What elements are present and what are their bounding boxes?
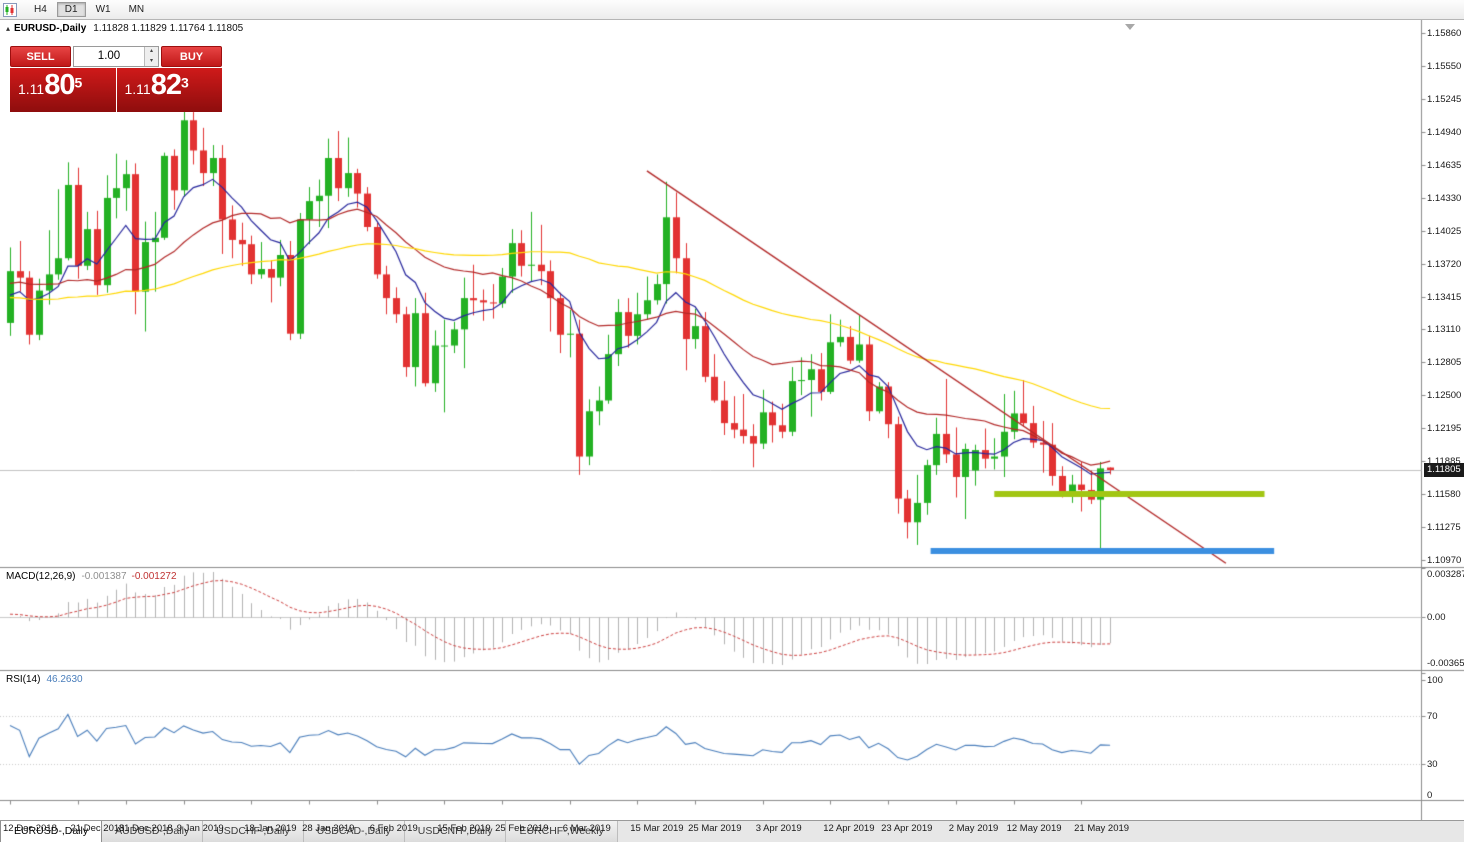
volume-spinner: ▴ ▾	[144, 47, 158, 66]
volume-decrease-arrow[interactable]: ▾	[145, 56, 158, 66]
symbol-tab[interactable]: AUDUSD-,Daily	[102, 821, 204, 842]
symbol-name: EURUSD-,Daily	[14, 23, 87, 34]
macd-title: MACD(12,26,9)	[6, 571, 76, 582]
buy-price[interactable]: 1.11823	[116, 68, 222, 112]
macd-axis-label: 0.003287	[1427, 569, 1464, 580]
ohlc-values: 1.11828 1.11829 1.11764 1.11805	[93, 23, 244, 34]
date-label: 28 Jan 2019	[302, 823, 355, 834]
date-label: 9 Jan 2019	[176, 823, 224, 834]
macd-axis-label: -0.003659	[1427, 658, 1464, 669]
timeframe-buttons: H4 D1 W1 MN	[26, 2, 152, 17]
price-axis-label: 1.13415	[1427, 291, 1462, 303]
rsi-axis-label: 30	[1427, 759, 1438, 770]
top-toolbar: H4 D1 W1 MN	[0, 0, 1464, 20]
rsi-label: RSI(14) 46.2630	[6, 674, 83, 685]
rsi-axis-label: 100	[1427, 675, 1443, 686]
price-axis-label: 1.15550	[1427, 61, 1462, 73]
symbol-tab[interactable]: EURCHF-,Weekly	[506, 821, 618, 842]
date-label: 31 Dec 2018	[118, 823, 173, 834]
sell-price-big: 80	[44, 69, 75, 101]
timeframe-button-h4[interactable]: H4	[34, 4, 47, 15]
price-axis-label: 1.14025	[1427, 225, 1462, 237]
macd-main-value: -0.001387	[81, 571, 127, 582]
price-axis-label: 1.14330	[1427, 192, 1462, 204]
price-axis-label: 1.11275	[1427, 522, 1461, 534]
date-label: 15 Mar 2019	[630, 823, 684, 834]
rsi-axis-label: 70	[1427, 711, 1438, 722]
price-axis-label: 1.11580	[1427, 489, 1461, 501]
date-label: 12 Apr 2019	[823, 823, 875, 834]
date-axis[interactable]: 12 Dec 2018 21 Dec 2018 31 Dec 2018 9 Jan 2…	[0, 820, 1422, 838]
sell-price[interactable]: 1.11805	[10, 68, 116, 112]
symbol-tab[interactable]: USDCHF-,Daily	[203, 821, 304, 842]
price-axis-label: 1.14635	[1427, 160, 1462, 172]
sell-price-sup: 5	[74, 74, 83, 91]
macd-signal-value: -0.001272	[131, 571, 177, 582]
date-label: 6 Feb 2019	[369, 823, 418, 834]
rsi-axis-label: 0	[1427, 790, 1433, 801]
rsi-title: RSI(14)	[6, 674, 41, 685]
timeframe-button-d1[interactable]: D1	[56, 2, 86, 17]
chart-shift-marker	[1125, 24, 1135, 30]
date-label: 23 Apr 2019	[881, 823, 933, 834]
rsi-value: 46.2630	[46, 674, 83, 685]
timeframe-button-w1[interactable]: W1	[95, 4, 111, 15]
date-label: 3 Apr 2019	[755, 823, 802, 834]
date-label: 6 Mar 2019	[562, 823, 611, 834]
date-label: 21 May 2019	[1074, 823, 1130, 834]
price-axis-label: 1.11885	[1427, 456, 1461, 468]
macd-axis-label: 0.00	[1427, 612, 1446, 624]
chart-window: ▴ EURUSD-,Daily 1.11828 1.11829 1.11764 1.…	[0, 20, 1464, 834]
one-click-trading-panel: SELL 1.00 ▴ ▾ BUY 1.11805 1.11823	[10, 46, 222, 112]
current-price-tag: 1.11805	[1424, 463, 1464, 477]
price-axis-label: 1.13720	[1427, 258, 1462, 270]
price-axis-label: 1.12805	[1427, 357, 1462, 369]
date-label: 12 May 2019	[1006, 823, 1062, 834]
symbol-tab[interactable]: USDCNH-,Daily	[404, 821, 507, 842]
chart-canvas[interactable]	[0, 20, 1464, 820]
sell-button[interactable]: SELL	[10, 46, 71, 67]
chart-symbol-label: ▴ EURUSD-,Daily 1.11828 1.11829 1.11764 1.…	[6, 23, 243, 34]
price-axis-label: 1.12195	[1427, 422, 1462, 434]
date-label: 25 Mar 2019	[688, 823, 742, 834]
price-axis-label: 1.12500	[1427, 390, 1462, 402]
date-label: 15 Feb 2019	[437, 823, 491, 834]
price-axis-label: 1.15860	[1427, 28, 1462, 39]
buy-price-big: 82	[150, 69, 182, 101]
volume-increase-arrow[interactable]: ▴	[145, 47, 158, 57]
symbol-tab[interactable]: USDCAD-,Daily	[303, 821, 405, 842]
symbol-tab-bar: EURUSD-,Daily AUDUSD-,Daily USDCHF-,Daily U…	[0, 820, 1464, 842]
date-label: 18 Jan 2019	[244, 823, 297, 834]
price-axis[interactable]: 1.11805 1.15860 1.15550 1.15245 1.14940 1.14…	[1424, 20, 1464, 820]
price-axis-label: 1.15245	[1427, 94, 1462, 106]
buy-button[interactable]: BUY	[161, 46, 222, 67]
date-label: 21 Dec 2018	[70, 823, 125, 834]
price-axis-label: 1.14940	[1427, 127, 1462, 139]
macd-label: MACD(12,26,9) -0.001387 -0.001272	[6, 571, 177, 582]
price-axis-label: 1.10970	[1427, 555, 1462, 566]
chart-icon	[3, 2, 17, 17]
timeframe-button-mn[interactable]: MN	[128, 4, 145, 15]
price-axis-label: 1.13110	[1427, 324, 1461, 336]
date-label: 12 Dec 2018	[3, 823, 57, 834]
one-click-collapse-arrow[interactable]: ▴	[6, 24, 11, 33]
date-label: 25 Feb 2019	[495, 823, 549, 834]
sell-price-base: 1.11	[18, 81, 45, 97]
symbol-tab[interactable]: EURUSD-,Daily	[0, 821, 103, 842]
buy-price-sup: 3	[180, 74, 189, 91]
volume-value[interactable]: 1.00	[97, 50, 121, 62]
buy-price-base: 1.11	[124, 81, 151, 97]
date-label: 2 May 2019	[948, 823, 999, 834]
volume-field[interactable]: 1.00 ▴ ▾	[73, 46, 159, 67]
